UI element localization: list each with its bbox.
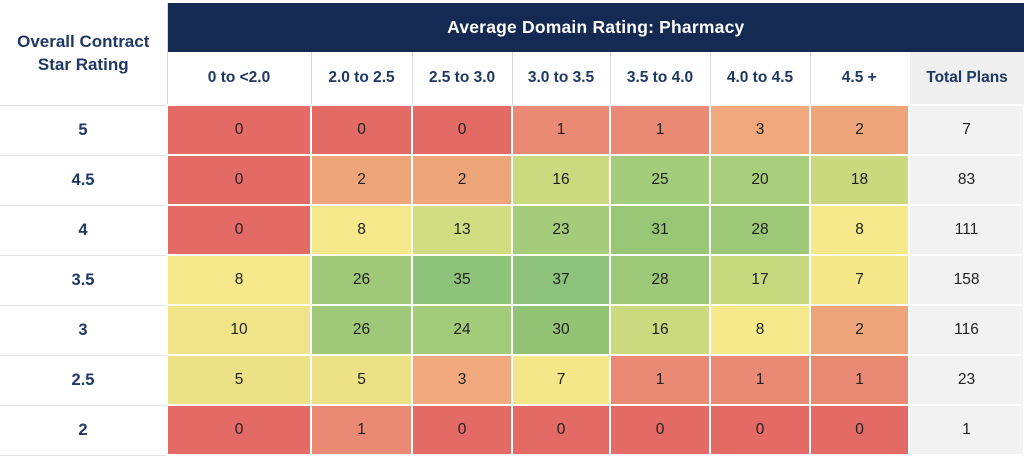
heatmap-cell: 0 [166,154,312,206]
column-header: 4.0 to 4.5 [710,52,811,106]
heatmap-cell: 5 [310,354,413,406]
heatmap-cell: 0 [511,404,611,456]
heatmap-cell: 3 [709,104,811,156]
heatmap-cell: 0 [411,404,513,456]
heatmap-cell: 20 [709,154,811,206]
table-body: 5 0 0 0 1 1 3 2 7 4.5 0 2 2 16 25 20 18 83 4 0 8 13 23 31 28 8 111… [0,104,1024,456]
heatmap-cell: 28 [709,204,811,256]
total-cell: 23 [907,354,1024,406]
table-title: Average Domain Rating: Pharmacy [167,3,1024,52]
heatmap-cell: 10 [166,304,312,356]
total-cell: 7 [907,104,1024,156]
total-cell: 83 [907,154,1024,206]
column-header: 3.5 to 4.0 [610,52,711,106]
corner-header: Overall Contract Star Rating [0,3,168,106]
heatmap-cell: 8 [709,304,811,356]
heatmap-cell: 2 [809,304,910,356]
heatmap-cell: 25 [609,154,711,206]
row-label-3: 3 [0,305,168,356]
total-cell: 158 [907,254,1024,306]
heatmap-cell: 8 [809,204,910,256]
heatmap-cell: 1 [609,104,711,156]
heatmap-cell: 13 [411,204,513,256]
heatmap-cell: 26 [310,254,413,306]
heatmap-cell: 1 [511,104,611,156]
column-header: 0 to <2.0 [167,52,312,106]
heatmap-cell: 23 [511,204,611,256]
heatmap-cell: 8 [166,254,312,306]
heatmap-cell: 24 [411,304,513,356]
heatmap-cell: 1 [809,354,910,406]
column-header: 2.5 to 3.0 [412,52,513,106]
heatmap-cell: 7 [809,254,910,306]
heatmap-cell: 0 [166,204,312,256]
table-row: 4 0 8 13 23 31 28 8 111 [0,204,1024,256]
heatmap-cell: 5 [166,354,312,406]
heatmap-cell: 0 [709,404,811,456]
heatmap-cell: 0 [310,104,413,156]
heatmap-cell: 31 [609,204,711,256]
heatmap-cell: 1 [609,354,711,406]
heatmap-cell: 8 [310,204,413,256]
column-header: 2.0 to 2.5 [311,52,413,106]
total-cell: 116 [907,304,1024,356]
column-header: 3.0 to 3.5 [512,52,611,106]
row-label-2: 2 [0,405,168,456]
heatmap-cell: 7 [511,354,611,406]
heatmap-cell: 30 [511,304,611,356]
corner-header-line1: Overall Contract [17,31,150,51]
heatmap-cell: 17 [709,254,811,306]
pharmacy-domain-rating-table: Overall Contract Star Rating Average Dom… [0,3,1024,456]
corner-header-line2: Star Rating [37,54,129,74]
heatmap-cell: 0 [166,104,312,156]
total-cell: 1 [907,404,1024,456]
heatmap-cell: 0 [609,404,711,456]
heatmap-cell: 18 [809,154,910,206]
heatmap-cell: 16 [511,154,611,206]
total-plans-header: Total Plans [907,52,1024,106]
row-label-2.5: 2.5 [0,355,168,406]
table-row: 2.5 5 5 3 7 1 1 1 23 [0,354,1024,406]
column-header-row: 0 to <2.0 2.0 to 2.5 2.5 to 3.0 3.0 to 3.5 3… [0,52,1024,106]
heatmap-cell: 1 [310,404,413,456]
heatmap-cell: 16 [609,304,711,356]
row-label-5: 5 [0,105,168,156]
heatmap-cell: 1 [709,354,811,406]
heatmap-cell: 0 [166,404,312,456]
heatmap-cell: 2 [809,104,910,156]
heatmap-cell: 26 [310,304,413,356]
heatmap-cell: 3 [411,354,513,406]
table-row: 3 10 26 24 30 16 8 2 116 [0,304,1024,356]
heatmap-cell: 0 [809,404,910,456]
row-label-4: 4 [0,205,168,256]
row-label-3.5: 3.5 [0,255,168,306]
heatmap-cell: 35 [411,254,513,306]
heatmap-cell: 2 [310,154,413,206]
heatmap-cell: 2 [411,154,513,206]
heatmap-cell: 37 [511,254,611,306]
column-header: 4.5 + [810,52,910,106]
total-cell: 111 [907,204,1024,256]
heatmap-cell: 28 [609,254,711,306]
heatmap-cell: 0 [411,104,513,156]
table-row: 4.5 0 2 2 16 25 20 18 83 [0,154,1024,206]
table-row: 3.5 8 26 35 37 28 17 7 158 [0,254,1024,306]
row-label-4.5: 4.5 [0,155,168,206]
